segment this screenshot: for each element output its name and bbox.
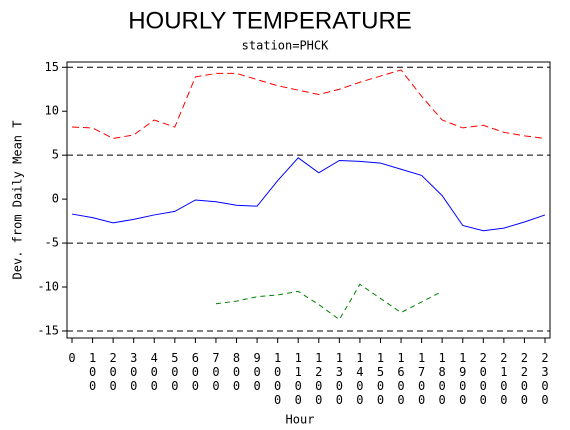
x-tick-label: 800 bbox=[230, 351, 244, 393]
x-tick-label: 1900 bbox=[456, 351, 470, 407]
x-tick-label: 1800 bbox=[435, 351, 449, 407]
y-tick-label: 0 bbox=[52, 192, 59, 206]
chart-subtitle: station=PHCK bbox=[242, 39, 329, 53]
x-tick-label: 2200 bbox=[517, 351, 531, 407]
y-tick-label: -10 bbox=[37, 280, 59, 294]
x-tick-label: 400 bbox=[147, 351, 161, 393]
x-tick-label: 300 bbox=[127, 351, 141, 393]
x-tick-label: 1200 bbox=[312, 351, 326, 407]
x-tick-label: 0 bbox=[65, 351, 79, 365]
x-tick-label: 2300 bbox=[538, 351, 552, 407]
series-line bbox=[215, 283, 443, 321]
x-tick-label: 2000 bbox=[476, 351, 490, 407]
y-tick-label: -5 bbox=[45, 236, 59, 250]
x-tick-label: 700 bbox=[209, 351, 223, 393]
x-tick-label: 1600 bbox=[394, 351, 408, 407]
x-tick-label: 1100 bbox=[291, 351, 305, 407]
x-axis-label: Hour bbox=[286, 413, 315, 427]
x-tick-label: 1400 bbox=[353, 351, 367, 407]
x-tick-label: 900 bbox=[250, 351, 264, 393]
x-tick-label: 1500 bbox=[373, 351, 387, 407]
x-tick-label: 1700 bbox=[415, 351, 429, 407]
chart-title: HOURLY TEMPERATURE bbox=[128, 7, 412, 34]
series-line bbox=[71, 157, 546, 232]
x-tick-label: 500 bbox=[168, 351, 182, 393]
x-tick-label: 2100 bbox=[497, 351, 511, 407]
x-tick-label: 200 bbox=[106, 351, 120, 393]
plot-frame bbox=[66, 61, 551, 339]
y-tick-label: 10 bbox=[45, 104, 59, 118]
y-tick-label: -15 bbox=[37, 323, 59, 337]
x-tick-label: 100 bbox=[86, 351, 100, 393]
y-tick-label: 5 bbox=[52, 148, 59, 162]
x-tick-label: 1300 bbox=[332, 351, 346, 407]
x-tick-label: 1000 bbox=[271, 351, 285, 407]
series-line bbox=[71, 69, 546, 139]
y-tick-label: 15 bbox=[45, 60, 59, 74]
x-tick-label: 600 bbox=[188, 351, 202, 393]
y-axis-label: Dev. from Daily Mean T bbox=[11, 121, 25, 280]
